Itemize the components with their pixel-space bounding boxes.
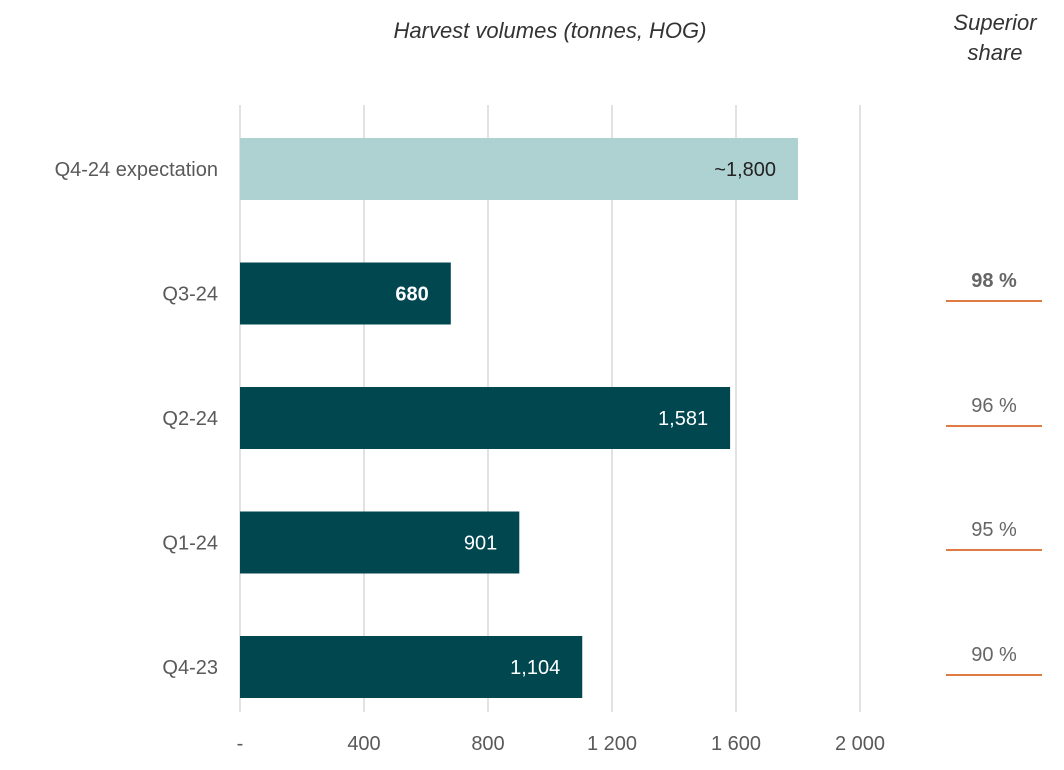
category-label: Q1-24 [162, 533, 218, 555]
category-label: Q3-24 [162, 284, 218, 306]
data-label: 901 [464, 533, 497, 555]
chart-title: Harvest volumes (tonnes, HOG) [393, 18, 707, 43]
x-tick-label: 1 600 [711, 733, 761, 755]
x-tick-label: 800 [471, 733, 504, 755]
data-label: 1,581 [658, 408, 708, 430]
data-label: 1,104 [510, 657, 560, 679]
superior-share-q3-24: 98 % [946, 268, 1042, 302]
category-label: Q4-23 [162, 657, 218, 679]
superior-share-title-line2: share [967, 40, 1023, 65]
category-label: Q2-24 [162, 408, 218, 430]
bar [240, 511, 520, 574]
bar [240, 636, 583, 698]
bar [240, 387, 731, 449]
superior-share-q2-24: 96 % [946, 393, 1042, 427]
bar [240, 262, 451, 325]
x-tick-label: 400 [347, 733, 380, 755]
x-tick-label: - [237, 733, 244, 755]
superior-share-title: Superior share [930, 8, 1060, 68]
bar [240, 138, 798, 200]
category-label: Q4-24 expectation [55, 159, 218, 181]
x-tick-label: 2 000 [835, 733, 885, 755]
data-label: 680 [395, 284, 428, 306]
data-label: ~1,800 [714, 159, 776, 181]
superior-share-title-line1: Superior [953, 10, 1037, 35]
superior-share-q4-23: 90 % [946, 642, 1042, 676]
superior-share-q1-24: 95 % [946, 517, 1042, 551]
x-tick-label: 1 200 [587, 733, 637, 755]
